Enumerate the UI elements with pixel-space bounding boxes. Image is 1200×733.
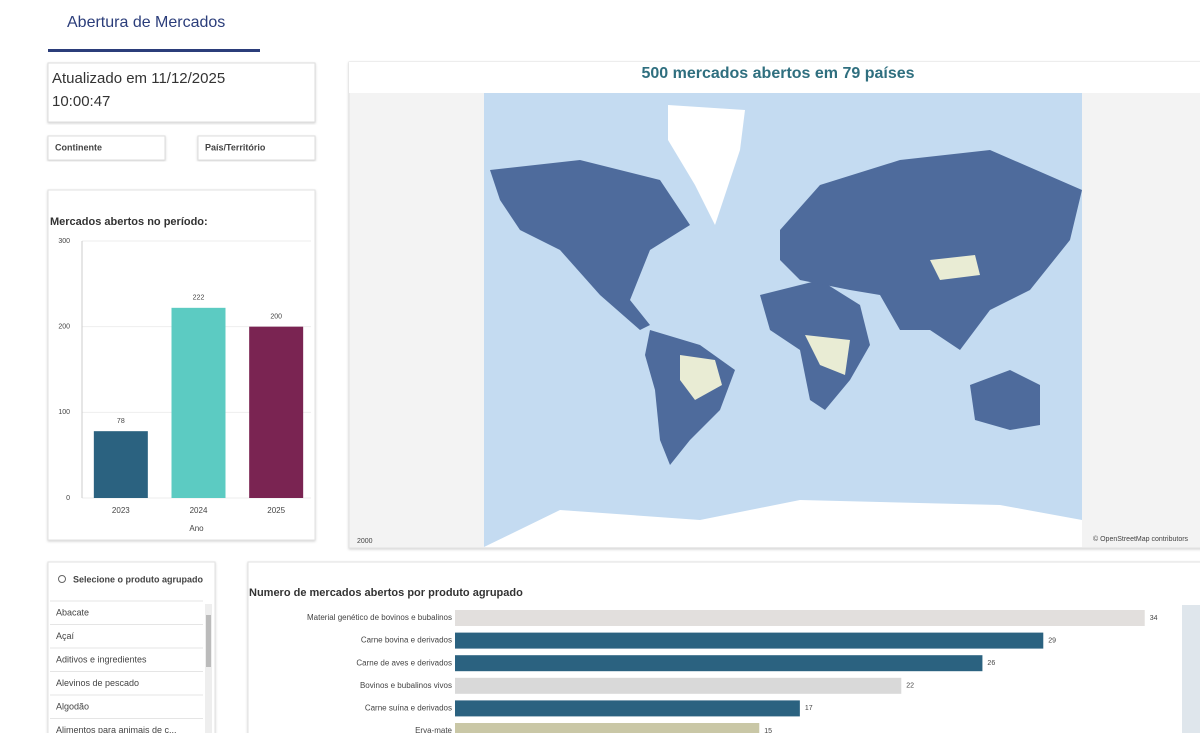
filter-label[interactable]: País/Território — [205, 142, 266, 152]
filter-box[interactable] — [47, 135, 166, 161]
x-axis-label: Ano — [189, 524, 204, 533]
bar — [455, 655, 983, 672]
x-tick-label: 2024 — [190, 506, 208, 515]
bar — [455, 677, 902, 694]
y-tick-label: Material genético de bovinos e bubalinos — [307, 613, 452, 622]
value-label: 26 — [987, 660, 995, 667]
value-label: 78 — [117, 418, 125, 425]
value-label: 222 — [193, 295, 205, 302]
y-tick-label: Bovinos e bubalinos vivos — [360, 681, 452, 690]
search-icon — [58, 575, 66, 583]
mini-scroll — [1182, 605, 1200, 733]
y-tick-label: Erva-mate — [415, 726, 452, 733]
bar — [249, 326, 304, 498]
north-america — [490, 160, 690, 330]
chart-title: Mercados abertos no período: — [50, 216, 208, 228]
value-label: 17 — [805, 705, 813, 712]
list-item[interactable]: Abacate — [56, 607, 89, 617]
value-label: 200 — [270, 314, 282, 321]
value-label: 34 — [1150, 615, 1158, 622]
value-label: 15 — [764, 728, 772, 733]
asia-closed — [930, 255, 980, 280]
y-tick-label: Carne bovina e derivados — [361, 636, 452, 645]
greenland — [668, 105, 745, 225]
chart-title: Numero de mercados abertos por produto a… — [249, 587, 523, 599]
y-tick-label: 100 — [58, 409, 70, 416]
bar — [455, 632, 1044, 649]
y-tick-label: 200 — [58, 324, 70, 331]
africa-closed — [805, 335, 850, 375]
map-scale: 2000 — [357, 538, 373, 545]
map-header — [349, 62, 1200, 93]
y-tick-label: Carne de aves e derivados — [356, 658, 452, 667]
list-item[interactable]: Alevinos de pescado — [56, 678, 139, 688]
australia — [970, 370, 1040, 430]
antarctica — [484, 500, 1082, 547]
south-america-closed — [680, 355, 722, 400]
filter-box[interactable] — [197, 135, 316, 161]
x-tick-label: 2023 — [112, 506, 130, 515]
list-item[interactable]: Aditivos e ingredientes — [56, 654, 147, 664]
search-placeholder[interactable]: Selecione o produto agrupado — [73, 574, 204, 584]
map-attribution: © OpenStreetMap contributors — [1093, 535, 1189, 543]
bar — [93, 431, 148, 498]
bar — [455, 700, 800, 717]
y-tick-label: 300 — [58, 238, 70, 245]
scroll-thumb[interactable] — [206, 615, 211, 667]
list-item[interactable]: Algodão — [56, 701, 89, 711]
list-item[interactable]: Açaí — [56, 631, 75, 641]
map-title: 500 mercados abertos em 79 países — [641, 65, 914, 82]
scroll-track — [205, 604, 212, 733]
x-tick-label: 2025 — [267, 506, 285, 515]
updated-text: Atualizado em 11/12/2025 — [52, 70, 225, 87]
list-item[interactable]: Alimentos para animais de c... — [56, 725, 177, 733]
filter-label[interactable]: Continente — [55, 142, 102, 152]
bar — [455, 723, 760, 733]
y-tick-label: 0 — [66, 495, 70, 502]
updated-time: 10:00:47 — [52, 93, 110, 110]
tab-underline — [48, 49, 260, 52]
value-label: 29 — [1048, 637, 1056, 644]
value-label: 22 — [906, 683, 914, 690]
map — [484, 93, 1082, 547]
eurasia — [780, 150, 1082, 350]
y-tick-label: Carne suína e derivados — [365, 704, 452, 713]
bar — [455, 610, 1145, 626]
updated-box — [47, 62, 316, 123]
bar — [171, 307, 226, 498]
tab-title[interactable]: Abertura de Mercados — [67, 14, 225, 31]
